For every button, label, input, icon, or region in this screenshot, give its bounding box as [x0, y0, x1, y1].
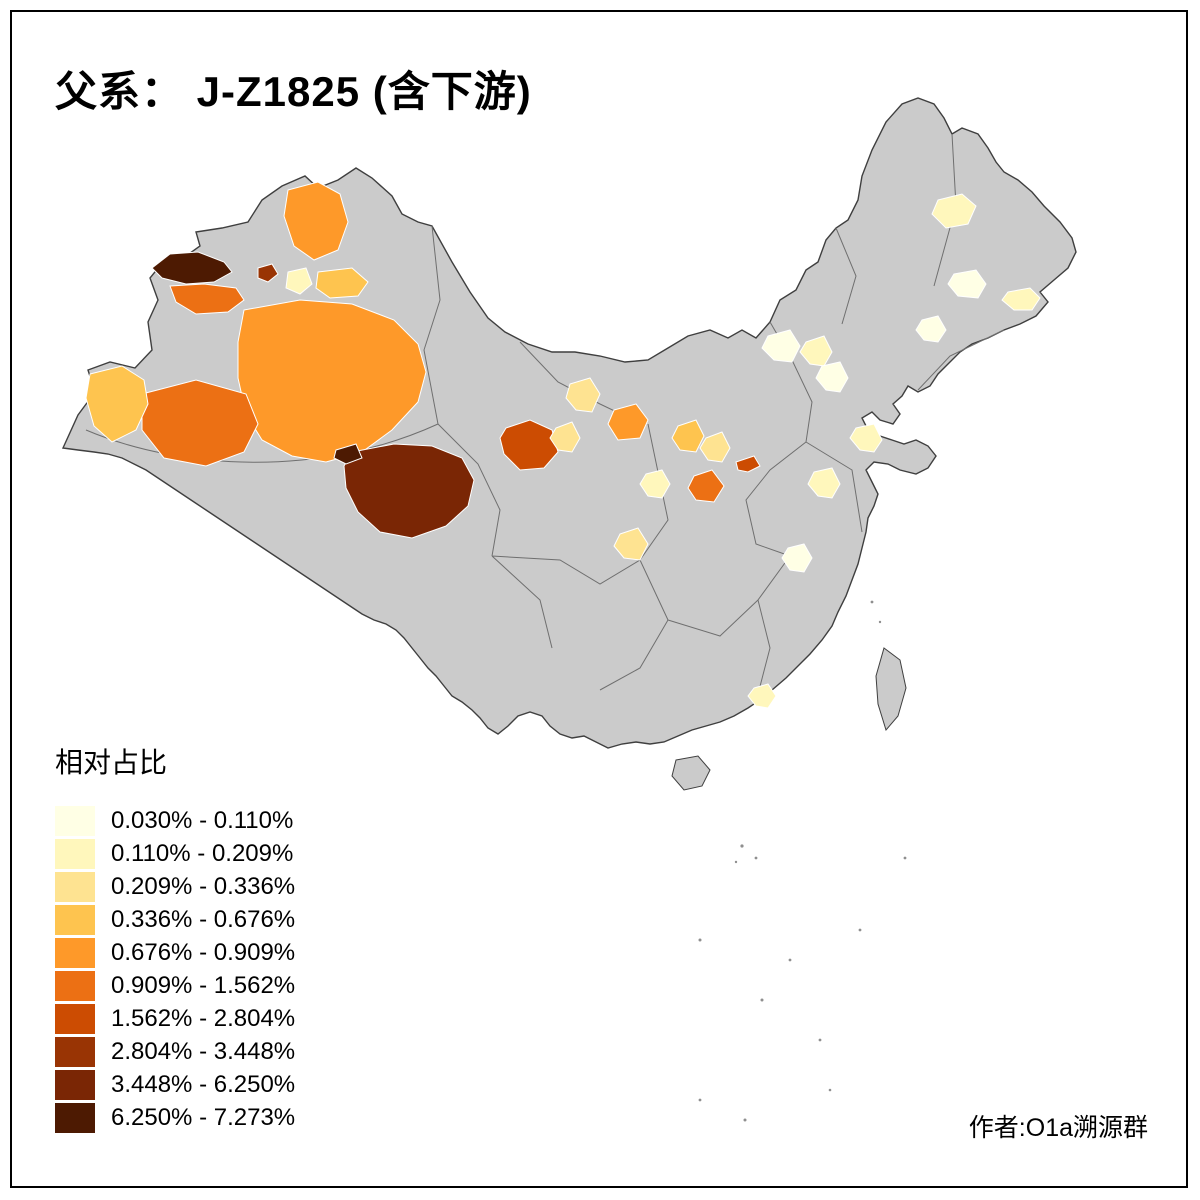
- region-northeast-cream-d: [915, 315, 947, 343]
- region-hubei-cream: [781, 543, 813, 573]
- region-qinghai-west-large: [343, 443, 475, 539]
- legend-label: 2.804% - 3.448%: [111, 1037, 296, 1065]
- region-sichuan-north-pale: [613, 527, 649, 561]
- region-gansu-pale-a: [565, 377, 601, 413]
- region-northeast-cream-a: [931, 193, 977, 229]
- legend-label: 0.209% - 0.336%: [111, 872, 296, 900]
- legend-item: 0.336% - 0.676%: [55, 903, 295, 936]
- region-north-xinjiang: [283, 181, 349, 261]
- region-ningxia-light: [671, 419, 705, 453]
- region-qinghai-west-tip: [333, 443, 363, 465]
- region-nw-xinjiang-orange: [169, 283, 245, 315]
- legend-item: 6.250% - 7.273%: [55, 1101, 295, 1134]
- hainan-island: [671, 755, 711, 791]
- region-gansu-south-orange: [687, 469, 725, 503]
- legend-title: 相对占比: [55, 747, 168, 778]
- legend-swatch: [55, 1069, 95, 1100]
- legend-label: 0.336% - 0.676%: [111, 905, 296, 933]
- region-shandong-cream: [849, 423, 883, 453]
- legend-label: 1.562% - 2.804%: [111, 1004, 296, 1032]
- legend-label: 0.110% - 0.209%: [111, 839, 294, 867]
- legend-swatch: [55, 1102, 95, 1133]
- author-credit: 作者:O1a溯源群: [968, 1114, 1148, 1142]
- legend-item: 3.448% - 6.250%: [55, 1068, 295, 1101]
- legend-item: 2.804% - 3.448%: [55, 1035, 295, 1068]
- legend-swatch: [55, 805, 95, 836]
- legend-label: 6.250% - 7.273%: [111, 1103, 296, 1131]
- legend-item: 0.909% - 1.562%: [55, 969, 295, 1002]
- legend-item: 0.676% - 0.909%: [55, 936, 295, 969]
- legend-label: 3.448% - 6.250%: [111, 1070, 296, 1098]
- legend-item: 0.110% - 0.209%: [55, 837, 295, 870]
- choropleth-regions: [85, 181, 1041, 709]
- region-xinjiang-pale-small: [285, 267, 313, 295]
- region-qinghai-east-blob: [499, 419, 559, 471]
- region-gansu-pale-b: [549, 421, 581, 453]
- region-nw-xinjiang-dark: [151, 251, 233, 285]
- legend-swatch: [55, 937, 95, 968]
- legend-swatch: [55, 970, 95, 1001]
- legend-swatch: [55, 1036, 95, 1067]
- region-south-xinjiang: [141, 379, 259, 467]
- region-south-cream: [747, 683, 777, 709]
- region-northeast-cream-b: [947, 269, 987, 299]
- province-borders: [85, 133, 1005, 695]
- legend-swatch: [55, 871, 95, 902]
- region-gansu-corridor-orange: [607, 403, 649, 441]
- region-northeast-cream-c: [1001, 287, 1041, 311]
- legend-label: 0.030% - 0.110%: [111, 806, 294, 834]
- region-hebei-cream: [815, 361, 849, 393]
- page-title: 父系： J-Z1825 (含下游): [55, 68, 532, 115]
- region-north-dark-spot: [257, 263, 279, 283]
- legend-label: 0.909% - 1.562%: [111, 971, 296, 999]
- region-east-xinjiang-light: [315, 267, 369, 299]
- south-china-sea-islands: [698, 600, 907, 1122]
- legend-label: 0.676% - 0.909%: [111, 938, 296, 966]
- legend-swatch: [55, 838, 95, 869]
- region-gansu-small-sliver: [735, 455, 761, 473]
- region-central-pale: [639, 469, 671, 499]
- legend-item: 0.209% - 0.336%: [55, 870, 295, 903]
- legend-swatch: [55, 904, 95, 935]
- region-north-china-cream-a: [761, 329, 801, 363]
- legend-item: 1.562% - 2.804%: [55, 1002, 295, 1035]
- legend: 相对占比 0.030% - 0.110% 0.110% - 0.209% 0.2…: [55, 746, 295, 1134]
- region-west-xinjiang: [85, 365, 149, 443]
- legend-swatch: [55, 1003, 95, 1034]
- taiwan-island: [875, 647, 907, 732]
- region-henan-cream: [807, 467, 841, 499]
- legend-item: 0.030% - 0.110%: [55, 804, 295, 837]
- region-shaanxi-north-pale: [699, 431, 731, 463]
